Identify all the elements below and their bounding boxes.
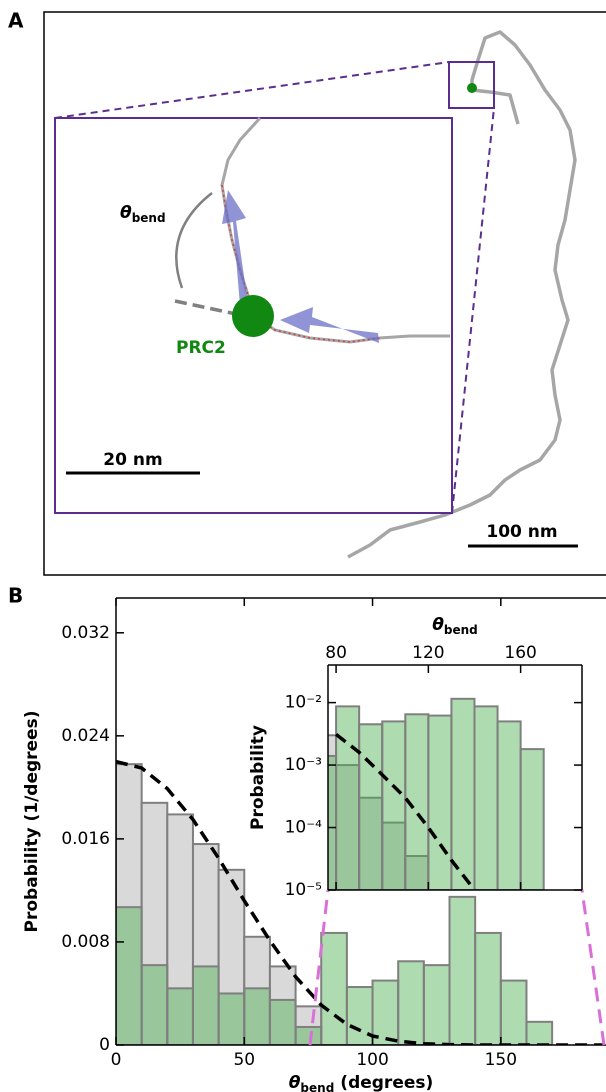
- bar: [496, 720, 522, 890]
- bar: [358, 723, 384, 890]
- prc2: [232, 295, 274, 337]
- bar: [217, 868, 246, 1045]
- arrow: [222, 190, 248, 305]
- label-part: θ: [432, 615, 444, 635]
- panel-label: B: [8, 584, 23, 608]
- x-tick-label: 100: [356, 1050, 388, 1070]
- y-tick-label: 10⁻³: [285, 755, 322, 775]
- angle-label: θbend: [120, 203, 166, 225]
- label-part: bend: [444, 623, 478, 637]
- inset-connector: [308, 889, 330, 1046]
- bar: [116, 906, 143, 1045]
- symbol: θ: [120, 203, 132, 223]
- inset-plot: 80 120 160 10⁻⁵ 10⁻⁴ 10⁻³ 10⁻² θbend Probability: [248, 615, 583, 900]
- bar: [499, 979, 528, 1045]
- bar: [294, 1025, 323, 1045]
- plot-area: [328, 697, 545, 890]
- protein-label: PRC2: [176, 338, 226, 358]
- bar: [217, 992, 246, 1045]
- fit-curve: [335, 732, 476, 890]
- y-tick-label: 0.016: [61, 829, 110, 849]
- fit-segment: [221, 184, 381, 343]
- bar: [381, 720, 407, 890]
- subscript: bend: [132, 211, 166, 225]
- zoom-line: [54, 61, 450, 119]
- label-part: (degrees): [340, 1073, 433, 1092]
- bar: [243, 987, 271, 1045]
- inset-connector: [580, 889, 606, 1046]
- scale-label: 100 nm: [486, 522, 557, 542]
- bar: [519, 748, 545, 890]
- bar: [140, 964, 169, 1045]
- y-tick-label: 0.008: [61, 932, 110, 952]
- label-part: θ: [289, 1073, 301, 1092]
- y-axis-label: Probability (1/degrees): [22, 711, 42, 933]
- panel-a-frame: [43, 11, 606, 576]
- fit-curve: [116, 759, 604, 1045]
- x-tick-label: 80: [325, 643, 347, 663]
- y-tick-label: 0.032: [61, 623, 110, 643]
- x-tick-label: 50: [233, 1050, 255, 1070]
- scale-label: 20 nm: [103, 450, 162, 470]
- bar: [427, 714, 453, 890]
- extension-line: [174, 299, 237, 316]
- bar: [450, 697, 476, 890]
- bar: [166, 987, 194, 1045]
- bar: [422, 964, 451, 1045]
- bar: [191, 965, 220, 1045]
- x-tick-label: 150: [485, 1050, 517, 1070]
- bar: [140, 801, 169, 1045]
- bar: [474, 931, 502, 1045]
- x-tick-label: 160: [504, 643, 536, 663]
- y-tick-label: 0.024: [61, 726, 110, 746]
- y-axis-label: Probability: [248, 725, 268, 830]
- arrow: [280, 307, 379, 343]
- angle-arc: [175, 192, 213, 289]
- y-tick-label: 10⁻²: [285, 693, 322, 713]
- x-axis-label: θbend (degrees): [289, 1073, 434, 1092]
- x-axis-label: θbend: [432, 615, 478, 637]
- panel-label: A: [8, 9, 24, 33]
- bar: [268, 965, 297, 1045]
- bar: [166, 813, 194, 1045]
- zoom-line: [451, 107, 495, 514]
- y-tick-label: 10⁻⁴: [285, 818, 323, 838]
- chromatin-chain: [347, 30, 577, 559]
- plot-area: [116, 759, 604, 1045]
- zoom-box: [448, 61, 495, 109]
- bar: [345, 986, 374, 1045]
- bar: [268, 998, 297, 1045]
- bar: [448, 895, 477, 1045]
- y-tick-label: 0: [99, 1035, 110, 1055]
- bar: [320, 931, 348, 1045]
- bar: [473, 705, 499, 890]
- label-part: bend: [300, 1081, 334, 1092]
- bar: [525, 1020, 554, 1045]
- direction-arrows: [222, 190, 379, 343]
- prc2-dot: [467, 83, 477, 93]
- bar: [397, 960, 425, 1045]
- x-tick-label: 120: [412, 643, 444, 663]
- y-tick-label: 10⁻⁵: [285, 880, 322, 900]
- bar: [335, 705, 361, 890]
- x-tick-label: 0: [111, 1050, 122, 1070]
